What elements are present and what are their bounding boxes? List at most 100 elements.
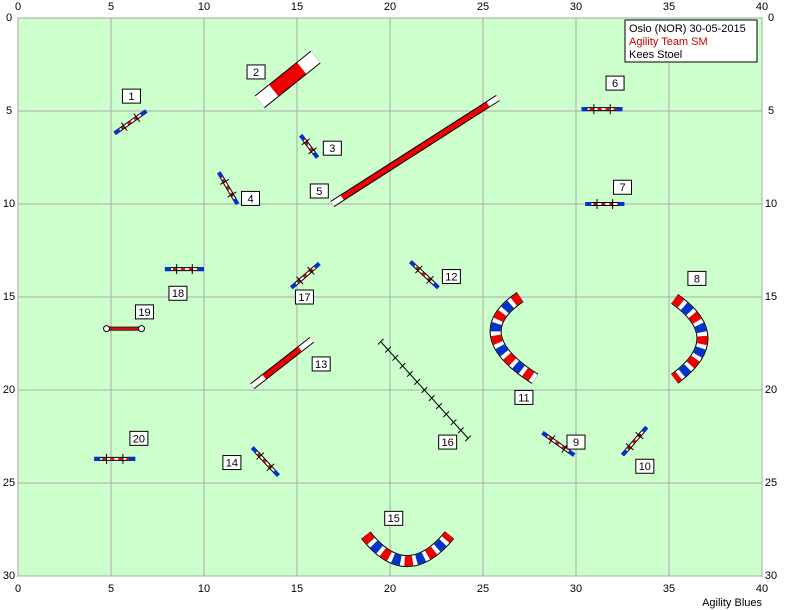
obstacle-label-box: [441, 269, 461, 285]
y-tick-label: 0: [768, 12, 774, 24]
y-tick-label: 0: [6, 12, 12, 24]
jump-post: [415, 265, 423, 274]
x-tick-label: 0: [15, 1, 21, 13]
obstacle-label-box: [613, 179, 632, 195]
jump: [94, 453, 136, 464]
tunnel-red: [490, 292, 538, 384]
obstacle-label-box: [605, 75, 625, 91]
obstacle-label-box: [635, 458, 655, 474]
y-tick-label: 15: [3, 291, 15, 303]
tunnel-blue: [361, 531, 454, 566]
y-tick-label: 20: [765, 384, 777, 396]
x-tick-label: 35: [663, 1, 675, 13]
obstacle-label-box: [129, 430, 149, 446]
obstacle-label-box: [121, 88, 141, 104]
weave-pole: [413, 378, 421, 386]
tunnel-red: [671, 294, 708, 383]
obstacle-label-box: [384, 510, 404, 526]
jump-stripes: [409, 260, 440, 289]
obstacle-label: 5: [316, 186, 322, 198]
jump-wing: [312, 151, 320, 159]
weave-pole: [435, 402, 443, 410]
obstacle-label: 18: [172, 288, 184, 300]
tunnel-blue: [671, 294, 708, 383]
obstacle-label: 11: [518, 392, 529, 404]
jump-stripes: [621, 426, 648, 456]
jump-post: [296, 276, 304, 285]
contact: [297, 51, 320, 74]
plank: [330, 95, 500, 207]
jump-wing: [290, 282, 298, 290]
obstacle-label: 6: [612, 78, 618, 90]
obstacle-label-box: [514, 389, 534, 405]
weave-pole: [377, 338, 384, 345]
obstacle-label: 9: [573, 437, 579, 449]
jump-stripes: [218, 171, 239, 205]
obstacle-label: 15: [388, 513, 400, 525]
x-tick-label: 25: [477, 1, 489, 13]
jump-wing: [541, 431, 549, 438]
jump-post: [625, 443, 634, 451]
jump-stripes: [541, 431, 575, 456]
y-tick-label: 5: [768, 105, 774, 117]
weave-pole: [464, 435, 472, 442]
obstacle-label-box: [438, 434, 458, 450]
jump-wing: [113, 128, 121, 135]
jump-wing: [140, 109, 148, 117]
jump: [113, 109, 148, 135]
obstacle-label: 19: [138, 307, 150, 319]
jump: [164, 264, 204, 275]
jump-ring: [137, 325, 145, 333]
jump: [250, 446, 280, 477]
y-tick-label: 30: [3, 570, 15, 582]
obstacle-label: 2: [253, 67, 259, 79]
x-tick-label: 5: [108, 583, 114, 595]
x-tick-label: 0: [15, 583, 21, 595]
x-tick-label: 40: [756, 1, 768, 13]
obstacle-label-box: [241, 190, 260, 206]
obstacle-label-box: [294, 289, 314, 305]
jump-post: [227, 191, 237, 198]
jump: [585, 199, 625, 209]
obstacle-label: 4: [247, 193, 253, 205]
x-tick-label: 10: [198, 1, 210, 13]
obstacle-label: 20: [133, 433, 145, 445]
obstacle-label-box: [222, 455, 242, 471]
jump-post: [133, 113, 141, 123]
obstacle-label-box: [168, 285, 188, 301]
obstacle-label: 16: [442, 437, 454, 449]
info-judge: Kees Stoel: [629, 49, 682, 61]
jump-wing: [272, 469, 280, 477]
jump-post: [301, 138, 311, 146]
y-tick-label: 10: [3, 198, 15, 210]
obstacle-label-box: [309, 183, 329, 199]
info-event: Oslo (NOR) 30-05-2015: [629, 23, 746, 35]
jump: [299, 133, 320, 159]
jump-post: [266, 463, 275, 471]
jump: [541, 431, 576, 457]
obstacle-label: 12: [445, 271, 457, 283]
y-tick-label: 30: [765, 570, 777, 582]
x-tick-label: 40: [756, 583, 768, 595]
jump-post: [548, 435, 556, 444]
obstacle-label: 1: [128, 91, 134, 103]
x-tick-label: 25: [477, 583, 489, 595]
obstacle-label-box: [566, 434, 586, 450]
jump: [409, 260, 440, 290]
weave-pole: [384, 346, 392, 353]
weave-pole: [406, 370, 413, 378]
jump-wing: [299, 133, 306, 142]
x-tick-label: 15: [291, 1, 303, 13]
x-tick-label: 35: [663, 583, 675, 595]
jump-post: [307, 266, 315, 275]
x-tick-label: 5: [108, 1, 114, 13]
jump-post: [120, 122, 128, 131]
jump-stripes: [251, 446, 280, 477]
jump-wing: [641, 425, 649, 434]
obstacle-label-box: [246, 64, 266, 80]
jump-wing: [250, 446, 258, 454]
jump-post: [219, 178, 230, 185]
tunnel-blue: [490, 292, 538, 384]
